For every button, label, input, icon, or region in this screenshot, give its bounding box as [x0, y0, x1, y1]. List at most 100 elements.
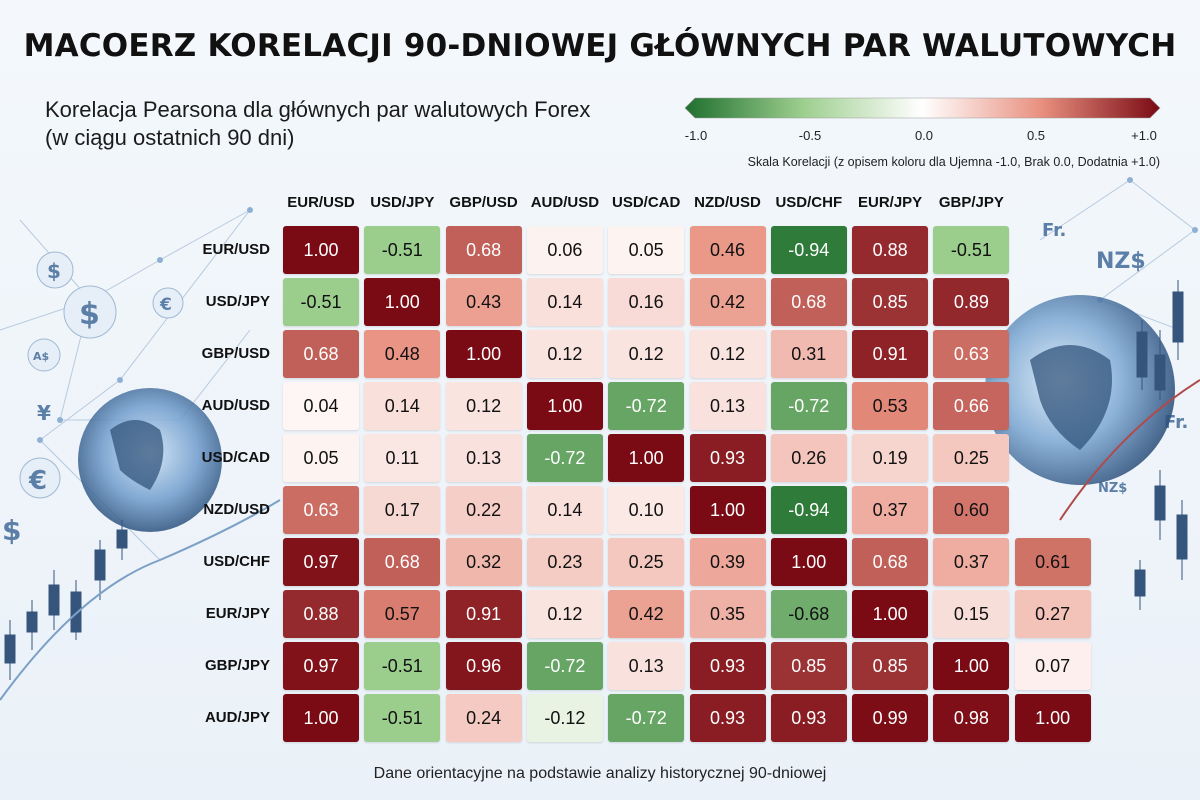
column-header: GBP/JPY [938, 194, 1004, 211]
heatmap-cell: 0.26 [770, 434, 847, 482]
heatmap-cell: 0.14 [526, 278, 603, 326]
heatmap-cell: 0.97 [283, 642, 359, 690]
heatmap-cell: 1.00 [283, 694, 359, 742]
heatmap-cell: 0.10 [608, 486, 685, 534]
column-header: NZD/USD [694, 194, 761, 211]
candlestick-decoration-left [4, 520, 128, 680]
svg-text:Fr.: Fr. [1042, 220, 1066, 241]
heatmap-cell: 0.98 [933, 694, 1010, 742]
heatmap-cell: 0.42 [608, 590, 685, 638]
globe-left-icon [78, 388, 222, 532]
heatmap-cell: 0.22 [445, 486, 522, 534]
heatmap-cell: -0.51 [283, 278, 359, 326]
heatmap-cell: 0.60 [933, 486, 1010, 534]
heatmap-cell: 0.93 [770, 694, 847, 742]
row-header: EUR/USD [202, 241, 270, 258]
heatmap-cell: 1.00 [526, 382, 603, 430]
heatmap-cell: -0.51 [364, 642, 441, 690]
heatmap-cell: -0.51 [364, 226, 441, 274]
row-header: AUD/JPY [204, 709, 270, 726]
heatmap-cell: 0.68 [445, 226, 522, 274]
svg-text:A$: A$ [33, 350, 49, 363]
column-header: USD/CAD [612, 194, 681, 211]
row-header: GBP/JPY [204, 657, 270, 674]
heatmap-cell: 0.32 [445, 538, 522, 586]
heatmap-cell: 0.63 [933, 330, 1010, 378]
svg-text:NZ$: NZ$ [1098, 481, 1127, 496]
heatmap-cell: 0.37 [933, 538, 1010, 586]
heatmap-cell: -0.51 [933, 226, 1010, 274]
heatmap-cell: 0.12 [608, 330, 685, 378]
heatmap-cell: 0.89 [933, 278, 1010, 326]
column-header: GBP/USD [449, 194, 518, 211]
heatmap-cell: 0.91 [445, 590, 522, 638]
currency-symbol-icons: $ $ € A$ ¥ € $ Fr. NZ$ Fr. NZ$ [2, 220, 1188, 547]
page-title: MACOERZ KORELACJI 90-DNIOWEJ GŁÓWNYCH PA… [23, 28, 1177, 64]
heatmap-cell: -0.12 [526, 694, 603, 742]
heatmap-cell: 1.00 [852, 590, 929, 638]
heatmap-cell: 0.13 [445, 434, 522, 482]
heatmap-cell: 0.17 [364, 486, 441, 534]
heatmap-cell: 0.97 [283, 538, 359, 586]
svg-text:€: € [28, 466, 47, 496]
heatmap-cell: 0.39 [689, 538, 766, 586]
column-header: USD/JPY [370, 194, 435, 211]
heatmap-cell: 1.00 [608, 434, 685, 482]
heatmap-cell: 0.93 [689, 694, 766, 742]
page-subtitle: Korelacja Pearsona dla głównych par walu… [45, 96, 665, 152]
heatmap-cell: 0.24 [445, 694, 522, 742]
heatmap-cell: 1.00 [364, 278, 441, 326]
heatmap-cell: 0.23 [526, 538, 603, 586]
subtitle-line-1: Korelacja Pearsona dla głównych par walu… [45, 97, 591, 122]
heatmap-cell: 0.05 [283, 434, 359, 482]
heatmap-cell: 0.43 [445, 278, 522, 326]
heatmap-cell: 0.12 [445, 382, 522, 430]
heatmap-cell: 0.19 [852, 434, 929, 482]
heatmap-cell: 0.96 [445, 642, 522, 690]
svg-text:$: $ [2, 514, 21, 547]
legend-tick: -0.5 [798, 128, 822, 143]
heatmap-cell: 0.16 [608, 278, 685, 326]
heatmap-cell: 0.68 [364, 538, 441, 586]
heatmap-cell: -0.94 [770, 226, 847, 274]
heatmap-cell: 1.00 [1014, 694, 1091, 742]
row-header: GBP/USD [201, 345, 270, 362]
heatmap-cell: 0.11 [364, 434, 441, 482]
heatmap-cell: 0.85 [852, 278, 929, 326]
candlestick-decoration-right [1134, 280, 1188, 610]
heatmap-cell: 0.63 [283, 486, 359, 534]
column-header: USD/CHF [775, 194, 843, 211]
legend-gradient-bar [684, 97, 1161, 119]
heatmap-cell: 0.13 [689, 382, 766, 430]
heatmap-cell: 0.07 [1014, 642, 1091, 690]
heatmap-cell: 0.31 [770, 330, 847, 378]
heatmap-cell: 0.14 [364, 382, 441, 430]
heatmap-cell: -0.94 [770, 486, 847, 534]
heatmap-cell: 0.12 [526, 590, 603, 638]
legend-caption: Skala Korelacji (z opisem koloru dla Uje… [747, 155, 1160, 169]
heatmap-cell: 0.91 [852, 330, 929, 378]
heatmap-cell: 0.37 [852, 486, 929, 534]
legend-tick: 0.5 [1026, 128, 1046, 143]
heatmap-cell: 0.68 [770, 278, 847, 326]
legend-tick: 0.0 [914, 128, 934, 143]
heatmap-cell: 0.88 [852, 226, 929, 274]
row-header: AUD/USD [201, 397, 270, 414]
heatmap-cell: 0.53 [852, 382, 929, 430]
heatmap-cell: 0.15 [933, 590, 1010, 638]
row-header: USD/JPY [205, 293, 270, 310]
heatmap-cell: 0.57 [364, 590, 441, 638]
heatmap-cell: 0.48 [364, 330, 441, 378]
heatmap-cell: 0.99 [852, 694, 929, 742]
heatmap-cell: -0.72 [770, 382, 847, 430]
svg-text:NZ$: NZ$ [1096, 249, 1146, 274]
legend-tick: -1.0 [684, 128, 708, 143]
heatmap-cell: 0.85 [770, 642, 847, 690]
globe-right-icon [985, 295, 1175, 485]
column-header: EUR/USD [287, 194, 355, 211]
subtitle-line-2: (w ciągu ostatnich 90 dni) [45, 125, 295, 150]
heatmap-cell: 0.68 [283, 330, 359, 378]
heatmap-cell: 1.00 [283, 226, 359, 274]
heatmap-cell: -0.72 [608, 694, 685, 742]
row-header: USD/CAD [201, 449, 270, 466]
